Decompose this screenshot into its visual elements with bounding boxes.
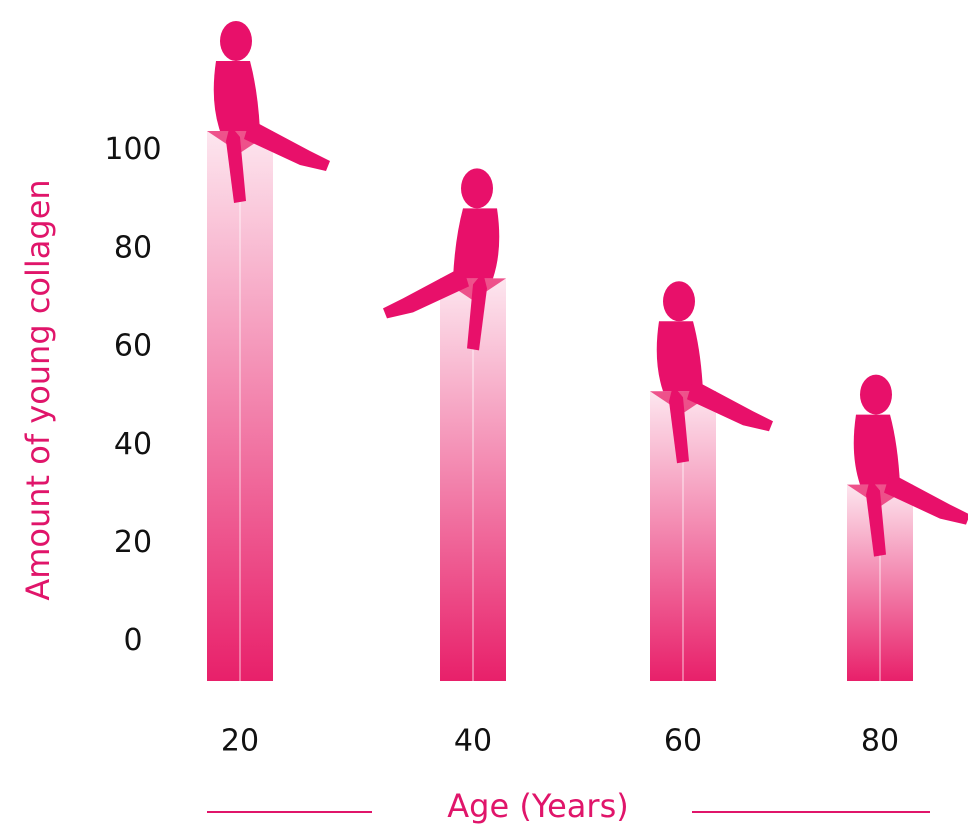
silhouette-leg	[866, 478, 886, 557]
silhouette-leg	[226, 125, 246, 204]
silhouette-leg	[669, 385, 689, 464]
y-axis-title: Amount of young collagen	[19, 179, 57, 600]
y-tick-label: 20	[114, 525, 152, 560]
x-axis-title: Age (Years)	[447, 787, 628, 825]
silhouette-body	[453, 208, 500, 279]
y-tick-label: 40	[114, 427, 152, 462]
silhouette-body	[853, 414, 900, 485]
silhouette-leg	[383, 266, 469, 319]
silhouette	[383, 168, 500, 351]
silhouette-head	[461, 168, 493, 209]
y-tick-label: 80	[114, 230, 152, 265]
silhouette-leg	[244, 119, 330, 172]
silhouette-body	[656, 321, 703, 392]
silhouette	[213, 21, 330, 204]
silhouette	[656, 281, 773, 464]
silhouette-leg	[884, 472, 968, 525]
x-tick-label: 80	[861, 724, 899, 759]
silhouette-leg	[687, 379, 773, 432]
bars	[207, 131, 913, 681]
silhouette-leg	[467, 272, 487, 351]
silhouette-head	[860, 374, 892, 415]
x-tick-label: 40	[454, 724, 492, 759]
x-tick-label: 20	[221, 724, 259, 759]
x-tick-label: 60	[664, 724, 702, 759]
y-tick-label: 60	[114, 329, 152, 364]
silhouette-head	[663, 281, 695, 322]
y-tick-label: 100	[104, 132, 161, 167]
silhouette-body	[213, 61, 260, 132]
silhouettes	[213, 21, 968, 557]
y-tick-label: 0	[123, 623, 142, 658]
silhouette	[853, 374, 968, 557]
silhouette-head	[220, 21, 252, 62]
